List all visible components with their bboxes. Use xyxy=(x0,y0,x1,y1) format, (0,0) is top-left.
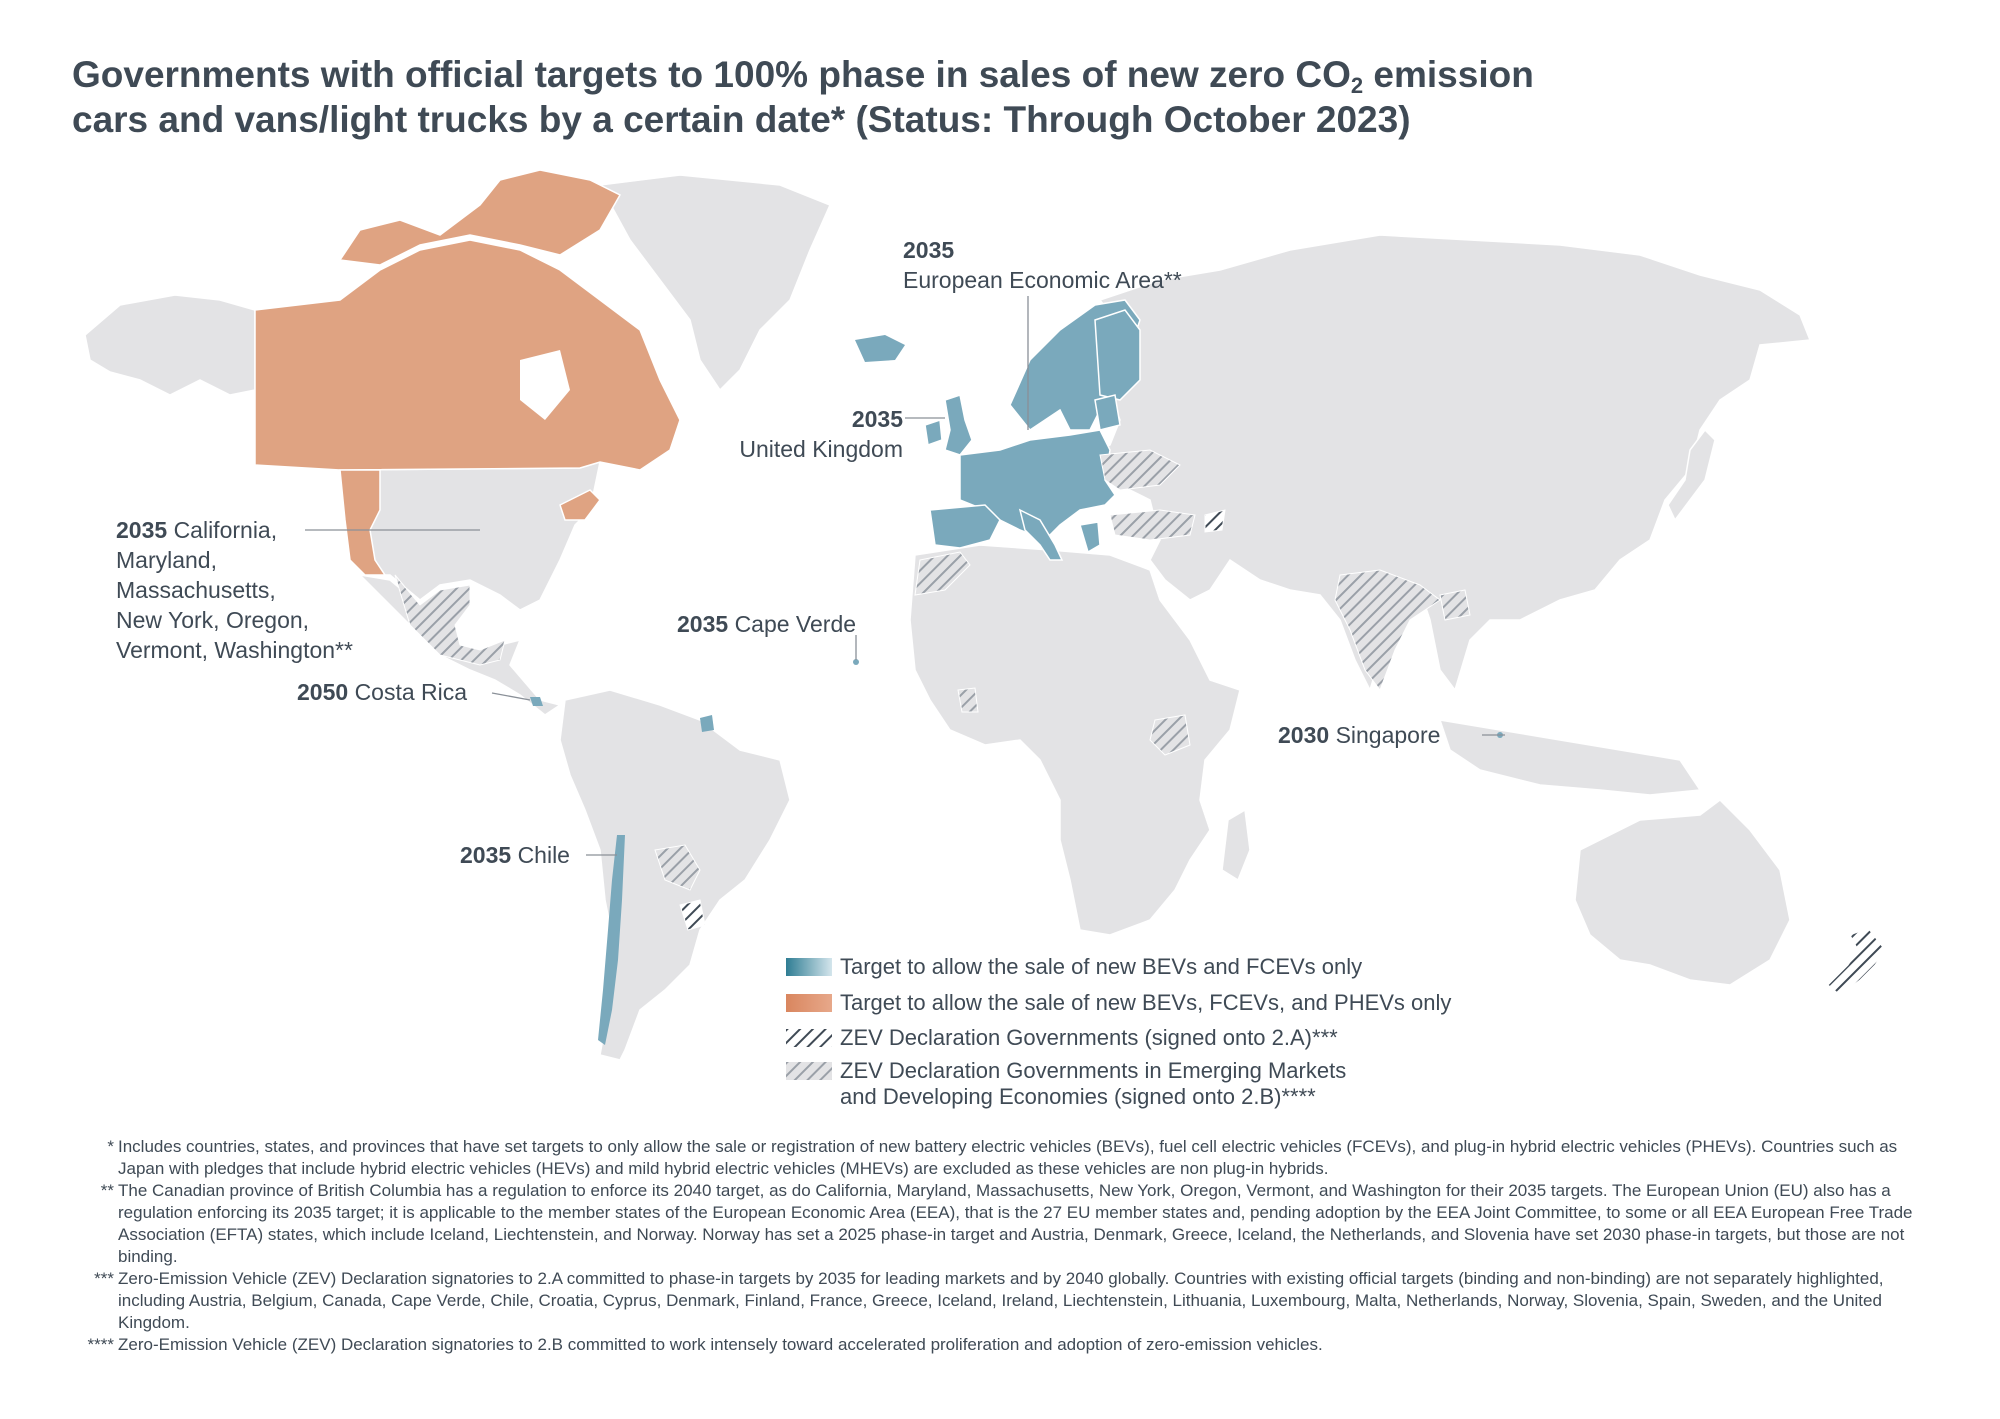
footnote-1-text: Includes countries, states, and province… xyxy=(118,1137,1898,1178)
australia-landmass xyxy=(1574,799,1791,986)
label-costa-rica-year: 2050 xyxy=(297,679,349,705)
label-eea-year: 2035 xyxy=(903,237,955,263)
legend-label-zev-2b: ZEV Declaration Governments in Emerging … xyxy=(840,1058,1346,1110)
label-cape-verde-name: Cape Verde xyxy=(734,611,857,637)
label-cape-verde-year: 2035 xyxy=(677,611,729,637)
label-singapore: 2030 Singapore xyxy=(1278,720,1440,750)
finland-region xyxy=(1094,309,1141,401)
iceland-region xyxy=(855,335,905,362)
footnotes: * Includes countries, states, and provinc… xyxy=(80,1136,1920,1356)
label-us-states: 2035 California, Maryland, Massachusetts… xyxy=(116,515,353,665)
mexico-hatch xyxy=(394,574,506,666)
label-uk-year: 2035 xyxy=(851,406,903,432)
footnote-4: **** Zero-Emission Vehicle (ZEV) Declarat… xyxy=(80,1334,1920,1356)
label-eea-name: European Economic Area** xyxy=(903,267,1182,293)
japan-landmass xyxy=(1667,428,1716,522)
label-us-states-line5: Vermont, Washington** xyxy=(116,637,353,663)
legend-label-zev-2b-line1: ZEV Declaration Governments in Emerging … xyxy=(840,1058,1347,1083)
cape-verde-region xyxy=(853,659,859,665)
legend-label-bev-fcev: Target to allow the sale of new BEVs and… xyxy=(840,954,1363,979)
legend-swatch-dark-hatch xyxy=(786,1029,832,1047)
label-eea: 2035 European Economic Area** xyxy=(903,235,1182,295)
legend-swatch-teal xyxy=(786,958,832,976)
africa-landmass xyxy=(909,544,1241,936)
label-cape-verde: 2035 Cape Verde xyxy=(677,609,856,639)
costa-rica-region xyxy=(530,697,543,706)
turkey-hatch xyxy=(1109,509,1196,541)
madagascar-landmass xyxy=(1221,808,1251,882)
label-costa-rica-name: Costa Rica xyxy=(354,679,468,705)
greece-region xyxy=(1079,521,1101,554)
label-costa-rica: 2050 Costa Rica xyxy=(297,677,467,707)
us-west-coast-states xyxy=(339,469,387,576)
ukraine-hatch xyxy=(1099,449,1181,491)
french-guiana-region xyxy=(700,715,714,732)
india-hatch xyxy=(1334,569,1441,692)
label-us-states-line3: Massachusetts, xyxy=(116,577,276,603)
title-line2: cars and vans/light trucks by a certain … xyxy=(72,99,1411,140)
baltics-region xyxy=(1094,394,1121,431)
footnote-4-text: Zero-Emission Vehicle (ZEV) Declaration … xyxy=(118,1335,1323,1354)
canada-region xyxy=(254,239,681,471)
se-asia-islands xyxy=(1438,719,1702,796)
label-us-states-year: 2035 xyxy=(116,517,168,543)
legend-label-zev-2b-line2: and Developing Economies (signed onto 2.… xyxy=(840,1084,1316,1109)
legend-label-zev-2a: ZEV Declaration Governments (signed onto… xyxy=(840,1025,1338,1050)
label-us-states-line4: New York, Oregon, xyxy=(116,607,310,633)
new-zealand-hatch xyxy=(1827,927,1886,996)
uk-region xyxy=(944,394,973,456)
ireland-region xyxy=(924,418,943,447)
us-northeast-states xyxy=(559,489,601,521)
label-singapore-name: Singapore xyxy=(1335,722,1441,748)
label-us-states-line1: California, xyxy=(173,517,278,543)
footnote-1-mark: * xyxy=(107,1137,114,1156)
greenland-landmass xyxy=(598,174,832,392)
map-title: Governments with official targets to 100… xyxy=(72,52,1772,142)
title-line1-pre: Governments with official targets to 100… xyxy=(72,54,1351,95)
legend-label-bev-fcev-phev: Target to allow the sale of new BEVs, FC… xyxy=(840,990,1452,1015)
uruguay-hatch xyxy=(679,899,706,931)
footnote-4-mark: **** xyxy=(87,1335,114,1354)
footnote-2-mark: ** xyxy=(100,1181,114,1200)
canada-arctic-islands xyxy=(338,169,622,266)
title-line1-post: emission xyxy=(1363,54,1534,95)
footnote-3-text: Zero-Emission Vehicle (ZEV) Declaration … xyxy=(118,1269,1884,1332)
label-us-states-line2: Maryland, xyxy=(116,547,217,573)
italy-region xyxy=(1018,508,1064,561)
iberia-region xyxy=(929,504,1001,549)
legend-swatch-orange xyxy=(786,994,832,1012)
title-subscript: 2 xyxy=(1350,73,1364,98)
footnote-2-text: The Canadian province of British Columbi… xyxy=(118,1181,1913,1266)
costa-rica-leader xyxy=(491,692,531,701)
paraguay-hatch xyxy=(654,844,701,891)
label-singapore-year: 2030 xyxy=(1278,722,1330,748)
footnote-2: ** The Canadian province of British Colum… xyxy=(80,1180,1920,1268)
footnote-3: *** Zero-Emission Vehicle (ZEV) Declarati… xyxy=(80,1268,1920,1334)
label-uk: 2035 United Kingdom xyxy=(717,404,903,464)
legend-swatch-light-hatch xyxy=(786,1062,832,1080)
morocco-hatch xyxy=(914,551,971,596)
azerbaijan-hatch xyxy=(1204,509,1226,533)
alaska-landmass xyxy=(84,294,256,396)
label-chile-year: 2035 xyxy=(460,842,512,868)
footnote-3-mark: *** xyxy=(94,1269,114,1288)
hudson-bay xyxy=(520,350,570,420)
label-chile: 2035 Chile xyxy=(460,840,570,870)
label-uk-name: United Kingdom xyxy=(739,436,903,462)
ghana-hatch xyxy=(957,687,979,713)
kenya-hatch xyxy=(1149,714,1191,756)
chile-region xyxy=(598,835,625,1045)
label-chile-name: Chile xyxy=(517,842,570,868)
bangladesh-hatch xyxy=(1439,589,1471,621)
footnote-1: * Includes countries, states, and provinc… xyxy=(80,1136,1920,1180)
